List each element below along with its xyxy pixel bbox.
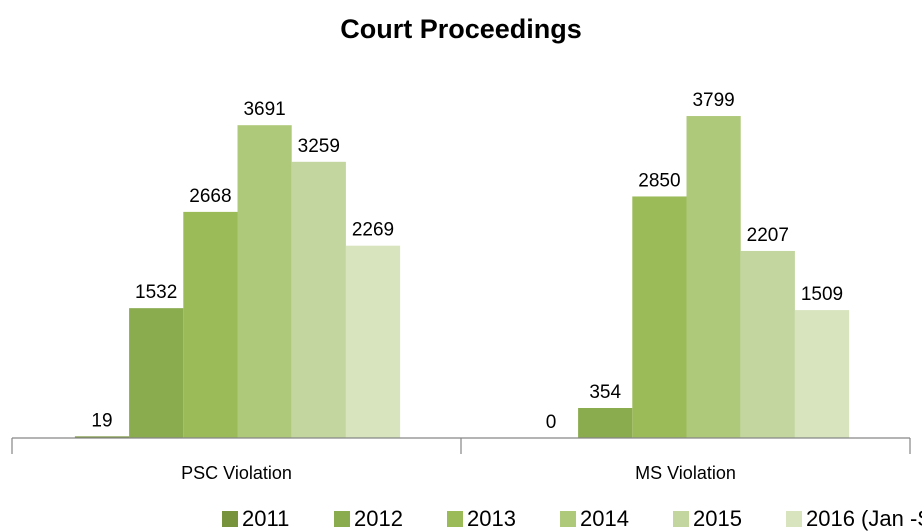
legend-swatch <box>334 511 350 527</box>
chart-title: Court Proceedings <box>340 14 582 44</box>
legend-label: 2011 <box>242 506 289 531</box>
legend-swatch <box>560 511 576 527</box>
x-tick-label: PSC Violation <box>181 463 292 483</box>
bar <box>578 407 633 438</box>
data-label: 3799 <box>692 90 734 111</box>
bar <box>237 125 292 439</box>
data-label: 2850 <box>638 170 680 191</box>
legend-label: 2013 <box>467 506 516 531</box>
legend-swatch <box>673 511 689 527</box>
legend-swatch <box>222 511 238 527</box>
data-label: 3691 <box>243 99 285 120</box>
legend-swatch <box>786 511 802 527</box>
bar <box>291 161 346 438</box>
bar <box>740 250 795 438</box>
legend-swatch <box>447 511 463 527</box>
bar <box>345 245 401 438</box>
data-label: 1509 <box>801 284 843 305</box>
bar <box>183 211 238 438</box>
legend-label: 2016 (Jan -Sep) <box>806 506 922 531</box>
bar <box>686 116 741 438</box>
data-label: 2207 <box>747 225 789 246</box>
x-tick-label: MS Violation <box>635 463 736 483</box>
bar <box>632 196 687 438</box>
data-label: 2269 <box>352 220 394 241</box>
bar <box>129 308 184 438</box>
legend-label: 2012 <box>354 506 403 531</box>
data-label: 3259 <box>298 136 340 157</box>
bar <box>74 436 130 438</box>
data-label: 2668 <box>189 186 231 207</box>
data-label: 354 <box>589 382 621 403</box>
bar <box>794 310 850 438</box>
data-label: 0 <box>546 412 557 433</box>
data-label: 1532 <box>135 282 177 303</box>
data-label: 19 <box>91 410 112 431</box>
legend-label: 2014 <box>580 506 629 531</box>
legend-label: 2015 <box>693 506 742 531</box>
